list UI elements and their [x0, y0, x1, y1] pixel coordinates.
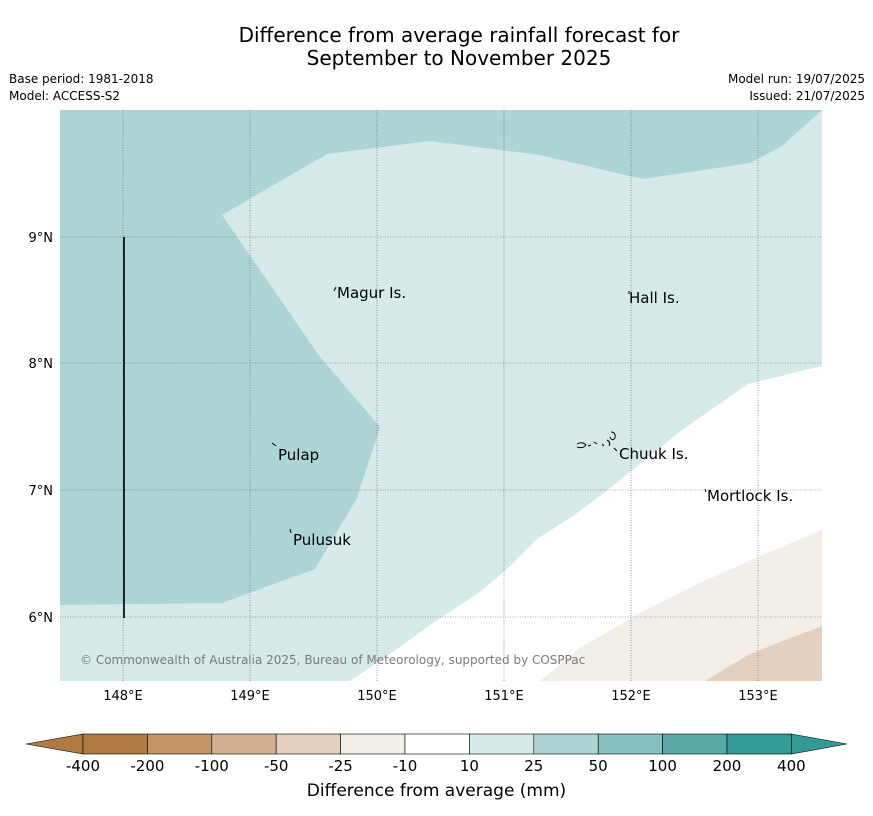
lat-tick-label: 6°N [29, 611, 54, 626]
lon-tick-labels: 148°E 149°E 150°E 151°E 152°E 153°E [103, 689, 778, 704]
lon-tick-label: 148°E [103, 689, 143, 704]
pulap-island-shape [271, 442, 277, 447]
lon-tick-label: 149°E [230, 689, 270, 704]
islands [271, 286, 707, 534]
map-title-line2: September to November 2025 [306, 46, 612, 70]
lat-tick-label: 8°N [29, 357, 54, 372]
issued-label: Issued: 21/07/2025 [749, 89, 865, 103]
lon-tick-label: 153°E [738, 689, 778, 704]
lat-tick-labels: 9°N 8°N 7°N 6°N [29, 231, 54, 626]
place-magur: Magur Is. [337, 284, 406, 302]
base-period-label: Base period: 1981-2018 [9, 72, 154, 86]
pulusuk-island-shape [289, 528, 292, 534]
colorbar-title: Difference from average (mm) [306, 781, 567, 801]
place-pulusuk: Pulusuk [293, 531, 351, 549]
meta-right: Model run: 19/07/2025 Issued: 21/07/2025 [728, 71, 865, 105]
model-run-label: Model run: 19/07/2025 [727, 72, 865, 86]
copyright-notice: © Commonwealth of Australia 2025, Bureau… [80, 653, 586, 667]
lat-tick-label: 7°N [29, 484, 54, 499]
map-title-line1: Difference from average rainfall forecas… [238, 23, 680, 47]
magur-island-shape [333, 286, 337, 292]
mortlock-island-shape [704, 488, 707, 493]
model-label: Model: ACCESS-S2 [9, 89, 121, 103]
place-chuuk: Chuuk Is. [619, 445, 688, 463]
place-hall: Hall Is. [629, 289, 680, 307]
lon-tick-label: 151°E [484, 689, 524, 704]
lat-tick-label: 9°N [29, 231, 54, 246]
lon-tick-label: 152°E [611, 689, 651, 704]
chuuk-island-shape [576, 431, 618, 452]
meta-left: Base period: 1981-2018 Model: ACCESS-S2 [9, 71, 154, 105]
map-regions [60, 110, 822, 681]
place-mortlock: Mortlock Is. [707, 487, 793, 505]
place-pulap: Pulap [278, 446, 319, 464]
place-labels: Magur Is. Hall Is. Pulap Chuuk Is. Mortl… [278, 284, 793, 549]
region-north-teal [60, 110, 822, 605]
region-light-brown [540, 530, 822, 681]
region-brown [705, 626, 822, 681]
grid-lines [60, 110, 822, 681]
lon-tick-label: 150°E [357, 689, 397, 704]
